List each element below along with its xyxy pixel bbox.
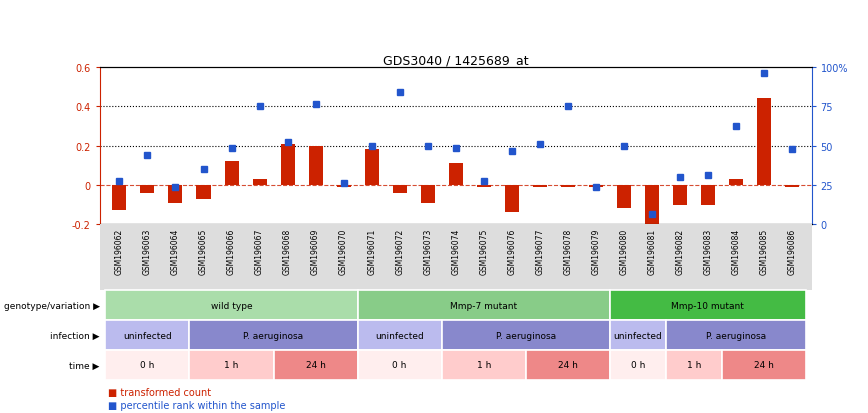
Bar xyxy=(617,185,631,209)
Bar xyxy=(309,146,323,185)
Bar xyxy=(610,320,666,350)
Bar xyxy=(337,185,351,188)
Text: time ▶: time ▶ xyxy=(69,361,100,370)
Text: GSM196071: GSM196071 xyxy=(367,228,376,274)
Bar xyxy=(561,185,575,188)
Bar xyxy=(358,320,442,350)
Text: GSM196082: GSM196082 xyxy=(675,228,684,274)
Text: Mmp-7 mutant: Mmp-7 mutant xyxy=(450,301,517,310)
Text: GSM196073: GSM196073 xyxy=(424,228,432,274)
Bar xyxy=(358,291,610,320)
Text: 24 h: 24 h xyxy=(754,361,774,370)
Text: GSM196077: GSM196077 xyxy=(536,228,544,274)
Bar xyxy=(729,180,743,185)
Text: GSM196070: GSM196070 xyxy=(339,228,348,274)
Bar xyxy=(589,185,602,188)
Text: uninfected: uninfected xyxy=(614,331,662,340)
Text: GSM196079: GSM196079 xyxy=(591,228,601,274)
Text: 24 h: 24 h xyxy=(306,361,326,370)
Bar xyxy=(113,185,127,211)
Text: 0 h: 0 h xyxy=(392,361,407,370)
Text: 1 h: 1 h xyxy=(477,361,491,370)
Text: infection ▶: infection ▶ xyxy=(50,331,100,340)
Bar xyxy=(722,350,806,380)
Text: uninfected: uninfected xyxy=(123,331,172,340)
Text: P. aeruginosa: P. aeruginosa xyxy=(244,331,304,340)
Text: GSM196065: GSM196065 xyxy=(199,228,208,274)
Bar xyxy=(105,291,358,320)
Text: 1 h: 1 h xyxy=(687,361,701,370)
Bar xyxy=(189,320,358,350)
Bar xyxy=(280,144,294,185)
Bar xyxy=(225,162,239,185)
Text: GSM196086: GSM196086 xyxy=(787,228,797,274)
Text: 1 h: 1 h xyxy=(224,361,239,370)
Bar xyxy=(168,185,182,203)
Text: 24 h: 24 h xyxy=(558,361,578,370)
Text: GSM196085: GSM196085 xyxy=(760,228,768,274)
Bar xyxy=(273,350,358,380)
Bar xyxy=(477,185,490,188)
Text: wild type: wild type xyxy=(211,301,253,310)
Bar xyxy=(666,320,806,350)
Text: ■ transformed count: ■ transformed count xyxy=(108,387,212,397)
Bar xyxy=(533,185,547,188)
Bar xyxy=(365,150,378,185)
Text: GSM196063: GSM196063 xyxy=(143,228,152,274)
Text: ■ percentile rank within the sample: ■ percentile rank within the sample xyxy=(108,400,286,410)
Text: GSM196072: GSM196072 xyxy=(395,228,404,274)
Text: GSM196062: GSM196062 xyxy=(115,228,124,274)
Bar xyxy=(421,185,435,203)
Bar xyxy=(442,320,610,350)
Text: GSM196069: GSM196069 xyxy=(311,228,320,274)
Text: uninfected: uninfected xyxy=(375,331,424,340)
Bar xyxy=(358,350,442,380)
Bar xyxy=(189,350,273,380)
Text: P. aeruginosa: P. aeruginosa xyxy=(706,331,766,340)
Text: genotype/variation ▶: genotype/variation ▶ xyxy=(3,301,100,310)
Text: Mmp-10 mutant: Mmp-10 mutant xyxy=(672,301,745,310)
Text: GSM196084: GSM196084 xyxy=(732,228,740,274)
Text: P. aeruginosa: P. aeruginosa xyxy=(496,331,556,340)
Bar xyxy=(645,185,659,225)
Text: 0 h: 0 h xyxy=(141,361,155,370)
Bar xyxy=(504,185,519,213)
Bar xyxy=(757,99,771,185)
Bar xyxy=(610,291,806,320)
Bar xyxy=(442,350,526,380)
Text: GSM196075: GSM196075 xyxy=(479,228,488,274)
Bar xyxy=(673,185,687,205)
Text: GSM196076: GSM196076 xyxy=(507,228,516,274)
Bar xyxy=(196,185,211,199)
Text: GSM196078: GSM196078 xyxy=(563,228,572,274)
Bar xyxy=(666,350,722,380)
Bar xyxy=(392,185,407,193)
Bar xyxy=(105,350,189,380)
Bar xyxy=(141,185,155,193)
Text: GSM196080: GSM196080 xyxy=(620,228,628,274)
Bar xyxy=(253,180,266,185)
Text: 0 h: 0 h xyxy=(631,361,645,370)
Text: GSM196083: GSM196083 xyxy=(703,228,713,274)
Text: GSM196068: GSM196068 xyxy=(283,228,292,274)
Bar xyxy=(526,350,610,380)
Text: GSM196066: GSM196066 xyxy=(227,228,236,274)
Bar xyxy=(610,350,666,380)
Text: GSM196064: GSM196064 xyxy=(171,228,180,274)
Bar xyxy=(785,185,799,188)
Text: GSM196074: GSM196074 xyxy=(451,228,460,274)
Text: GSM196081: GSM196081 xyxy=(648,228,656,274)
Bar xyxy=(105,320,189,350)
Bar xyxy=(700,185,715,205)
Text: GSM196067: GSM196067 xyxy=(255,228,264,274)
Title: GDS3040 / 1425689_at: GDS3040 / 1425689_at xyxy=(383,54,529,66)
Bar xyxy=(449,164,463,185)
